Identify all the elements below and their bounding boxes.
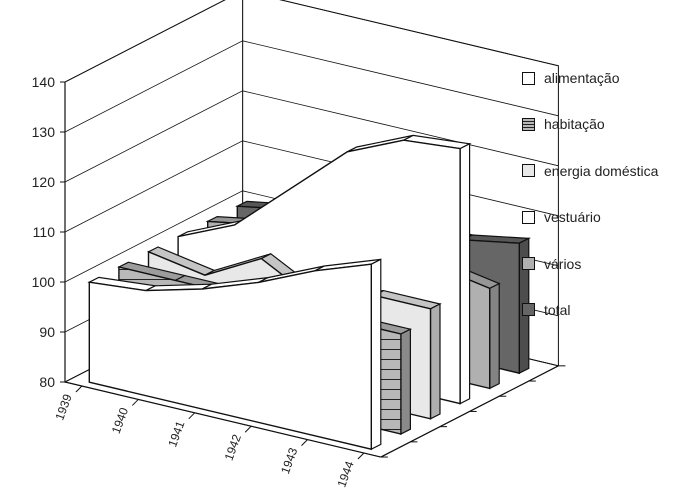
x-tick-label: 1940 xyxy=(109,405,131,435)
x-tick-label: 1943 xyxy=(278,446,300,476)
y-tick-label: 140 xyxy=(32,74,56,90)
legend-label: energia doméstica xyxy=(544,162,659,179)
legend-item: habitação xyxy=(522,110,692,138)
y-tick-label: 90 xyxy=(39,324,55,340)
y-tick-label: 130 xyxy=(32,124,56,140)
area-side xyxy=(459,142,471,405)
legend-item: alimentação xyxy=(522,64,692,92)
legend: alimentação habitação energia doméstica ves… xyxy=(522,64,692,342)
x-tick xyxy=(357,452,365,460)
legend-label: vestuário xyxy=(544,209,601,226)
y-tick-label: 120 xyxy=(32,174,56,190)
x-tick xyxy=(188,412,196,420)
depth-axis-line xyxy=(380,365,559,458)
x-tick-label: 1944 xyxy=(334,459,356,488)
gridline xyxy=(64,40,559,133)
x-tick xyxy=(131,399,139,406)
area-front xyxy=(88,263,372,451)
legend-item: energia doméstica xyxy=(522,157,692,185)
x-tick-label: 1942 xyxy=(222,432,244,462)
legend-swatch xyxy=(522,71,535,85)
area-side xyxy=(370,258,382,451)
series-1 xyxy=(87,258,382,451)
y-tick-label: 80 xyxy=(39,374,55,390)
x-tick-label: 1941 xyxy=(165,419,187,449)
legend-item: total xyxy=(522,296,692,324)
legend-label: alimentação xyxy=(544,70,620,86)
legend-label: habitação xyxy=(544,116,605,133)
area-side xyxy=(489,282,500,390)
x-axis-line xyxy=(64,381,381,458)
y-tick-label: 100 xyxy=(32,274,56,290)
x-tick xyxy=(75,385,83,393)
legend-swatch xyxy=(522,164,535,178)
legend-label: total xyxy=(544,301,571,318)
x-tick-label: 1939 xyxy=(52,392,74,422)
legend-label: vários xyxy=(544,255,582,272)
legend-swatch xyxy=(522,257,535,271)
legend-swatch xyxy=(522,210,535,224)
legend-swatch xyxy=(522,117,535,131)
legend-swatch xyxy=(522,303,535,317)
gridline xyxy=(64,0,559,83)
area-side xyxy=(429,303,441,420)
x-tick xyxy=(244,425,252,433)
x-tick xyxy=(301,439,308,446)
area-side xyxy=(400,328,411,435)
y-tick-label: 110 xyxy=(33,224,56,240)
legend-item: vários xyxy=(522,250,692,278)
legend-item: vestuário xyxy=(522,203,692,231)
